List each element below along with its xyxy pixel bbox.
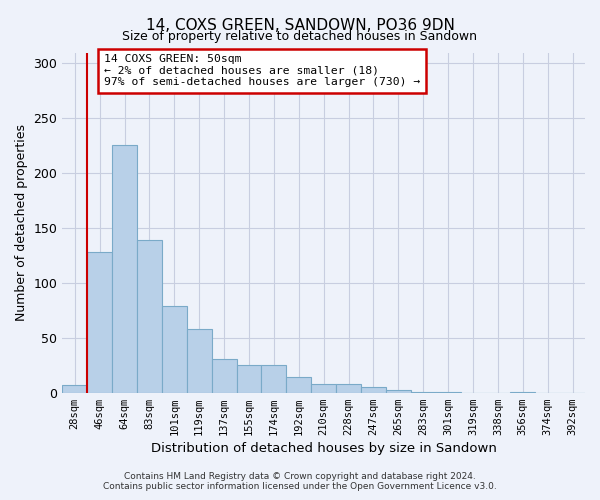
Bar — [137, 240, 162, 392]
Bar — [162, 306, 187, 392]
X-axis label: Distribution of detached houses by size in Sandown: Distribution of detached houses by size … — [151, 442, 497, 455]
Bar — [286, 378, 311, 392]
Y-axis label: Number of detached properties: Number of detached properties — [15, 124, 28, 321]
Bar — [87, 252, 112, 392]
Bar — [262, 366, 286, 392]
Bar — [361, 387, 386, 392]
Text: 14, COXS GREEN, SANDOWN, PO36 9DN: 14, COXS GREEN, SANDOWN, PO36 9DN — [146, 18, 454, 32]
Text: Size of property relative to detached houses in Sandown: Size of property relative to detached ho… — [122, 30, 478, 43]
Bar — [236, 366, 262, 392]
Bar — [311, 384, 336, 392]
Bar — [386, 390, 411, 392]
Bar — [187, 329, 212, 392]
Text: 14 COXS GREEN: 50sqm
← 2% of detached houses are smaller (18)
97% of semi-detach: 14 COXS GREEN: 50sqm ← 2% of detached ho… — [104, 54, 421, 88]
Bar — [112, 144, 137, 392]
Text: Contains HM Land Registry data © Crown copyright and database right 2024.
Contai: Contains HM Land Registry data © Crown c… — [103, 472, 497, 491]
Bar — [336, 384, 361, 392]
Bar — [212, 358, 236, 392]
Bar — [62, 385, 87, 392]
